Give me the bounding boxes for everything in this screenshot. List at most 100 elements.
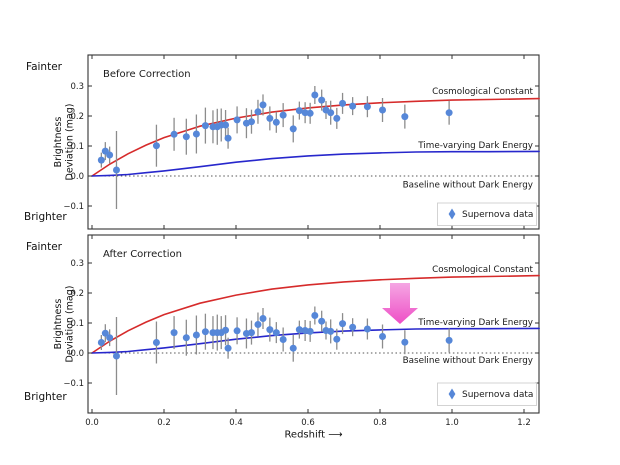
legend-box: [437, 382, 537, 406]
legend-label: Supernova data: [462, 210, 533, 220]
supernova-point: [379, 106, 387, 114]
supernova-point: [379, 333, 387, 340]
supernova-legend-diamond-icon: [448, 208, 456, 220]
cosmological-constant-label: Cosmological Constant: [432, 265, 533, 275]
supernova-point: [333, 335, 341, 343]
y-tick-label: 0.2: [70, 289, 84, 299]
y-tick-label: 0.3: [70, 259, 84, 269]
supernova-point: [445, 336, 453, 344]
supernova-point: [339, 99, 347, 107]
y-axis-label-line2-bottom: Deviation (mag): [65, 286, 76, 363]
x-axis-tick-labels: 0.0 0.2 0.4 0.6 0.8 1.0 1.2: [85, 418, 531, 428]
y-tick-label: 0.3: [70, 82, 84, 92]
before-panel-title: Before Correction: [103, 69, 191, 80]
y-tick-label: 0.1: [70, 142, 84, 152]
x-tick-label: 1.0: [445, 418, 459, 428]
supernova-point: [254, 321, 262, 328]
panel-after-correction: 0.3 0.2 0.1 0.0 −0.1 After Correction Cosmol…: [63, 234, 540, 414]
supernova-point: [233, 327, 241, 335]
supernova-point: [97, 339, 105, 346]
supernova-point: [224, 134, 232, 142]
y-tick-label: −0.1: [63, 202, 84, 212]
after-panel-frame: [87, 234, 540, 414]
supernova-point: [295, 326, 303, 334]
y-tick-label: 0.0: [70, 172, 84, 182]
supernova-point: [101, 329, 109, 337]
supernova-point: [318, 96, 326, 104]
supernova-point: [247, 329, 255, 337]
supernova-point: [363, 325, 371, 333]
supernova-point: [272, 329, 280, 337]
supernova-point: [279, 336, 287, 343]
supernova-point: [333, 114, 341, 122]
supernova-point: [311, 91, 319, 99]
y-axis-label-line1-top: Brightness: [53, 117, 64, 168]
supernova-point: [192, 331, 200, 339]
time-varying-dark-energy-curve: [91, 327, 540, 354]
supernova-point: [97, 156, 105, 164]
supernova-point: [182, 334, 190, 342]
after-legend: Supernova data: [437, 382, 537, 406]
legend-box: [437, 202, 537, 226]
x-tick-label: 1.2: [517, 418, 531, 428]
supernova-point: [112, 166, 120, 174]
supernova-point: [259, 315, 267, 322]
supernova-point: [106, 151, 114, 159]
cosmological-constant-curve: [91, 274, 540, 354]
correction-arrow-icon: [382, 283, 418, 324]
after-data-layer: 0.3 0.2 0.1 0.0 −0.1: [63, 235, 540, 413]
time-varying-dark-energy-curve: [91, 150, 540, 177]
supernova-point: [201, 122, 209, 130]
supernova-point: [222, 326, 230, 334]
supernova-point: [112, 352, 120, 360]
supernova-point: [339, 320, 347, 328]
supernova-point: [349, 323, 357, 331]
legend-label: Supernova data: [462, 390, 533, 400]
supernova-point: [295, 107, 303, 115]
supernova-point: [272, 118, 280, 126]
x-tick-label: 0.2: [157, 418, 171, 428]
x-tick-label: 0.6: [301, 418, 315, 428]
supernova-point: [445, 109, 453, 117]
supernova-point: [170, 329, 178, 337]
supernova-point: [327, 327, 335, 335]
supernova-point: [254, 108, 262, 116]
supernova-point: [266, 114, 274, 122]
after-panel-title: After Correction: [103, 249, 182, 260]
x-tick-label: 0.4: [229, 418, 243, 428]
cosmological-constant-label: Cosmological Constant: [432, 87, 533, 97]
brighter-label-top: Brighter: [24, 211, 67, 223]
supernova-point: [224, 344, 232, 352]
supernova-point: [279, 111, 287, 119]
baseline-label: Baseline without Dark Energy: [403, 356, 533, 366]
fainter-label-top: Fainter: [26, 61, 63, 73]
x-tick-label: 0.0: [85, 418, 99, 428]
supernova-point: [233, 116, 241, 124]
panel-before-correction: 0.3 0.2 0.1 0.0 −0.1 Before Correction Cosmo…: [63, 54, 540, 230]
supernova-point: [192, 130, 200, 138]
before-panel-frame: [87, 54, 540, 230]
x-tick-label: 0.8: [373, 418, 387, 428]
x-axis-label: Redshift ⟶: [284, 430, 342, 441]
supernova-point: [306, 109, 314, 117]
supernova-point: [152, 142, 160, 150]
supernova-point: [222, 121, 230, 129]
supernova-point: [170, 130, 178, 138]
supernova-point: [266, 326, 274, 334]
supernova-point: [401, 338, 409, 346]
y-tick-label: −0.1: [63, 379, 84, 389]
y-tick-label: 0.1: [70, 319, 84, 329]
y-axis-label-line1-bottom: Brightness: [53, 299, 64, 350]
supernova-point: [106, 334, 114, 342]
supernova-point: [247, 118, 255, 126]
y-tick-label: 0.2: [70, 112, 84, 122]
supernova-point: [289, 344, 297, 352]
supernova-point: [318, 317, 326, 325]
supernova-point: [259, 101, 267, 109]
before-data-layer: 0.3 0.2 0.1 0.0 −0.1: [63, 55, 540, 229]
supernova-point: [182, 133, 190, 141]
time-varying-dark-energy-label: Time-varying Dark Energy: [417, 141, 533, 151]
supernova-point: [363, 103, 371, 111]
